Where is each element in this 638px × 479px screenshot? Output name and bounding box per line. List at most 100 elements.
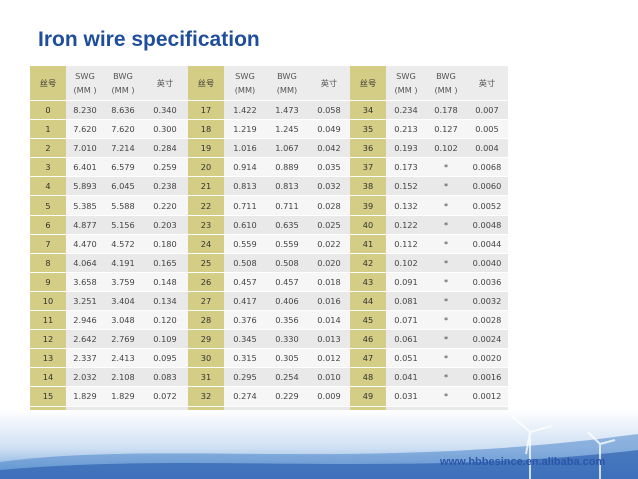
header-bwg: BWG (MM ): [426, 66, 466, 101]
header-bwg-unit: (MM ): [434, 85, 458, 95]
swg-cell: 0.122: [386, 215, 426, 235]
swg-cell: 0.376: [224, 310, 266, 331]
spec-table-container: 丝号 SWG (MM ) BWG (MM ) 英寸 丝号 SWG (MM) BWG (M…: [30, 66, 508, 426]
swg-cell: 0.031: [386, 386, 426, 407]
inch-cell: 0.004: [466, 138, 508, 159]
header-bwg-label: BWG: [277, 71, 297, 81]
gauge-cell: 44: [350, 291, 386, 312]
bwg-cell: 2.108: [104, 367, 142, 388]
table-row: 6 4.877 5.156 0.203 23 0.610 0.635 0.025 40 0.122…: [30, 215, 508, 235]
table-header-row: 丝号 SWG (MM ) BWG (MM ) 英寸 丝号 SWG (MM) BWG (M…: [30, 66, 508, 101]
bwg-cell: 0.330: [266, 329, 308, 350]
gauge-cell: 19: [188, 138, 224, 159]
bwg-cell: *: [426, 176, 466, 197]
inch-cell: 0.016: [308, 291, 350, 312]
bwg-cell: 3.404: [104, 291, 142, 312]
gauge-cell: 5: [30, 195, 66, 216]
swg-cell: 0.173: [386, 157, 426, 178]
inch-cell: 0.010: [308, 367, 350, 388]
table-row: 1 7.620 7.620 0.300 18 1.219 1.245 0.049 35 0.213…: [30, 119, 508, 140]
inch-cell: 0.083: [142, 367, 188, 388]
inch-cell: 0.0044: [466, 234, 508, 254]
bwg-cell: 4.572: [104, 234, 142, 254]
inch-cell: 0.120: [142, 310, 188, 331]
header-bwg: BWG (MM ): [104, 66, 142, 101]
gauge-cell: 37: [350, 157, 386, 178]
gauge-cell: 9: [30, 272, 66, 292]
bwg-cell: 0.254: [266, 367, 308, 388]
gauge-cell: 8: [30, 253, 66, 273]
bwg-cell: 0.813: [266, 176, 308, 197]
header-swg-label: SWG: [75, 71, 95, 81]
inch-cell: 0.0024: [466, 329, 508, 350]
gauge-cell: 12: [30, 329, 66, 350]
inch-cell: 0.009: [308, 386, 350, 407]
gauge-cell: 43: [350, 272, 386, 292]
swg-cell: 2.337: [66, 348, 104, 369]
swg-cell: 0.295: [224, 367, 266, 388]
bwg-cell: 0.635: [266, 215, 308, 235]
inch-cell: 0.340: [142, 100, 188, 121]
inch-cell: 0.284: [142, 138, 188, 159]
gauge-cell: 15: [30, 386, 66, 407]
footer-background: [0, 410, 638, 479]
inch-cell: 0.259: [142, 157, 188, 178]
inch-cell: 0.072: [142, 386, 188, 407]
gauge-cell: 2: [30, 138, 66, 159]
gauge-cell: 4: [30, 176, 66, 197]
inch-cell: 0.0048: [466, 215, 508, 235]
swg-cell: 0.457: [224, 272, 266, 292]
gauge-cell: 0: [30, 100, 66, 121]
header-gauge: 丝号: [188, 66, 224, 101]
bwg-cell: 0.711: [266, 195, 308, 216]
slide-title: Iron wire specification: [38, 28, 260, 51]
swg-cell: 0.112: [386, 234, 426, 254]
header-inch: 英寸: [308, 66, 350, 101]
gauge-cell: 35: [350, 119, 386, 140]
inch-cell: 0.0020: [466, 348, 508, 369]
gauge-cell: 26: [188, 272, 224, 292]
bwg-cell: 1.067: [266, 138, 308, 159]
header-inch: 英寸: [466, 66, 508, 101]
bwg-cell: *: [426, 348, 466, 369]
inch-cell: 0.180: [142, 234, 188, 254]
bwg-cell: 7.214: [104, 138, 142, 159]
wire-spec-table: 丝号 SWG (MM ) BWG (MM ) 英寸 丝号 SWG (MM) BWG (M…: [30, 66, 508, 426]
header-bwg-label: BWG: [436, 71, 456, 81]
gauge-cell: 7: [30, 234, 66, 254]
gauge-cell: 38: [350, 176, 386, 197]
gauge-cell: 21: [188, 176, 224, 197]
inch-cell: 0.220: [142, 195, 188, 216]
bwg-cell: 0.889: [266, 157, 308, 178]
header-swg-unit: (MM): [234, 85, 256, 95]
bwg-cell: *: [426, 234, 466, 254]
swg-cell: 3.251: [66, 291, 104, 312]
bwg-cell: *: [426, 386, 466, 407]
bwg-cell: 0.305: [266, 348, 308, 369]
bwg-cell: *: [426, 195, 466, 216]
bwg-cell: 5.156: [104, 215, 142, 235]
inch-cell: 0.238: [142, 176, 188, 197]
gauge-cell: 10: [30, 291, 66, 312]
bwg-cell: 7.620: [104, 119, 142, 140]
gauge-cell: 18: [188, 119, 224, 140]
header-swg: SWG (MM ): [386, 66, 426, 101]
bwg-cell: *: [426, 253, 466, 273]
bwg-cell: 1.245: [266, 119, 308, 140]
bwg-cell: 4.191: [104, 253, 142, 273]
swg-cell: 0.610: [224, 215, 266, 235]
swg-cell: 1.016: [224, 138, 266, 159]
swg-cell: 0.417: [224, 291, 266, 312]
table-row: 13 2.337 2.413 0.095 30 0.315 0.305 0.012 47 0.05…: [30, 348, 508, 369]
inch-cell: 0.058: [308, 100, 350, 121]
inch-cell: 0.0060: [466, 176, 508, 197]
inch-cell: 0.0012: [466, 386, 508, 407]
gauge-cell: 31: [188, 367, 224, 388]
gauge-cell: 25: [188, 253, 224, 273]
gauge-cell: 48: [350, 367, 386, 388]
inch-cell: 0.049: [308, 119, 350, 140]
gauge-cell: 22: [188, 195, 224, 216]
swg-cell: 4.470: [66, 234, 104, 254]
bwg-cell: 0.508: [266, 253, 308, 273]
inch-cell: 0.109: [142, 329, 188, 350]
